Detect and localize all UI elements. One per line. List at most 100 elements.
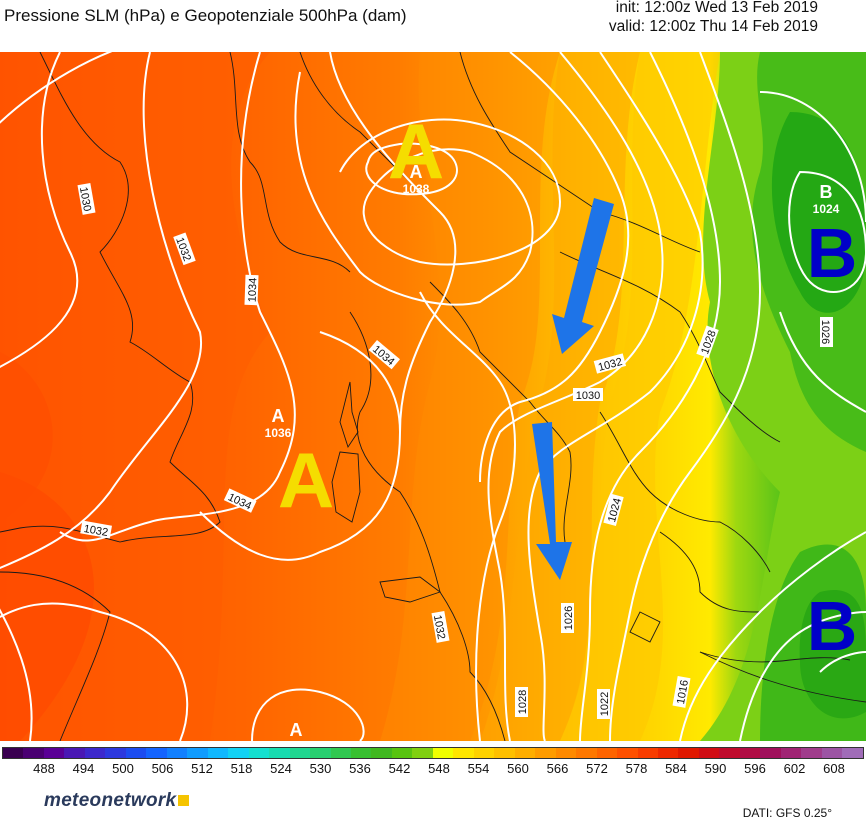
color-swatch (780, 748, 802, 758)
big-low-letter: B (807, 587, 858, 665)
isobar-1038-high (365, 142, 458, 196)
high-center-value: 1038 (403, 182, 430, 196)
isobar-1024-low (788, 170, 866, 293)
color-swatch (514, 748, 536, 758)
scale-tick-label: 512 (191, 761, 213, 776)
color-swatch (310, 748, 331, 758)
isobar-label: 1034 (247, 278, 260, 303)
color-swatch (678, 748, 699, 758)
scale-tick-label: 590 (704, 761, 727, 776)
big-letters: A A B B (278, 107, 857, 665)
isobar-labels: 1030 1032 1034 1034 1034 1032 1032 1030 … (77, 183, 833, 719)
isobar-1036-high (294, 71, 562, 306)
scale-tick-label: 524 (270, 761, 292, 776)
color-swatch (842, 748, 863, 758)
time-info: init: 12:00z Wed 13 Feb 2019 valid: 12:0… (609, 0, 818, 36)
color-swatch (576, 748, 597, 758)
isobar-label: 1016 (675, 679, 691, 705)
color-swatch (207, 748, 229, 758)
pressure-centers: A 1038 A 1036 A B 1024 (265, 162, 840, 740)
scale-tick-label: 578 (625, 761, 648, 776)
color-swatch (146, 748, 167, 758)
big-low-letter: B (807, 214, 858, 292)
color-swatch (453, 748, 474, 758)
isobar-label: 1028 (517, 690, 529, 714)
data-source: DATI: GFS 0.25° (742, 806, 832, 820)
color-swatch (719, 748, 740, 758)
scale-tick-label: 518 (230, 761, 253, 776)
color-swatch (187, 748, 208, 758)
color-swatch (637, 748, 658, 758)
high-center-value: 1036 (265, 426, 292, 440)
color-swatch (494, 748, 515, 758)
band-584-southwest (0, 472, 95, 741)
high-center-letter: A (290, 720, 303, 740)
isobar-label: 1030 (576, 390, 600, 402)
isobar-1032-central (419, 291, 516, 741)
scale-tick-label: 584 (665, 761, 687, 776)
big-high-letter: A (388, 107, 444, 195)
scale-tick-label: 530 (309, 761, 332, 776)
isobar-1028-central (527, 52, 704, 741)
color-swatch (412, 748, 433, 758)
scale-tick-label: 560 (507, 761, 529, 776)
color-swatch (269, 748, 290, 758)
isobar-label: 1026 (819, 320, 831, 344)
color-swatch (228, 748, 249, 758)
color-scale-bar (2, 747, 864, 759)
arrow-south (532, 422, 572, 580)
color-swatch (473, 748, 495, 758)
scale-tick-label: 596 (744, 761, 766, 776)
brand-text: meteonetwork (44, 790, 177, 811)
isobar-label: 1030 (77, 186, 93, 212)
isobar-label: 1032 (431, 614, 447, 640)
isobar-1026-north (759, 91, 866, 223)
color-swatch (698, 748, 720, 758)
valid-time: valid: 12:00z Thu 14 Feb 2019 (608, 18, 818, 35)
color-swatch (105, 748, 126, 758)
scale-tick-label: 500 (112, 761, 134, 776)
flow-arrows (532, 198, 614, 580)
scale-tick-label: 608 (823, 761, 845, 776)
color-swatch (289, 748, 311, 758)
isobar-label: 1022 (599, 692, 611, 716)
high-center-letter: A (272, 406, 285, 426)
scale-tick-label: 602 (783, 761, 806, 776)
brand-square-icon (178, 795, 190, 806)
isobar-label: 1026 (563, 606, 575, 630)
isobar-1034-central (199, 331, 402, 561)
low-center-letter: B (820, 182, 833, 202)
color-swatch (739, 748, 761, 758)
scale-tick-label: 554 (467, 761, 490, 776)
color-swatch (248, 748, 270, 758)
coastlines (0, 52, 866, 741)
low-center-value: 1024 (813, 202, 840, 216)
color-swatch (166, 748, 188, 758)
isobar-1030-adriatic (487, 52, 664, 741)
map-svg: A 1038 A 1036 A B 1024 1030 1032 1034 10… (0, 52, 866, 741)
isobar-1016 (679, 531, 866, 741)
scale-tick-label: 548 (428, 761, 450, 776)
color-swatch (658, 748, 679, 758)
color-scale-ticks: 488 494 500 506 512 518 524 530 536 542 548 554 560 5… (0, 760, 866, 780)
arrow-north (552, 198, 614, 354)
color-swatch (760, 748, 781, 758)
brand-logo: meteonetwork (44, 790, 190, 812)
band-578-center (0, 52, 270, 741)
color-swatch (330, 748, 351, 758)
scale-tick-label: 566 (546, 761, 569, 776)
scale-tick-label: 536 (349, 761, 371, 776)
color-swatch (535, 748, 556, 758)
isobar-label: 1032 (83, 523, 109, 539)
high-center-letter: A (410, 162, 423, 182)
color-swatch (23, 748, 44, 758)
weather-map: A 1038 A 1036 A B 1024 1030 1032 1034 10… (0, 52, 866, 741)
color-swatch (596, 748, 618, 758)
band-572 (380, 52, 560, 741)
isobars (0, 52, 866, 741)
color-swatch (64, 748, 85, 758)
color-swatch (391, 748, 413, 758)
color-swatch (801, 748, 822, 758)
scale-tick-label: 572 (586, 761, 608, 776)
scale-tick-label: 494 (72, 761, 95, 776)
